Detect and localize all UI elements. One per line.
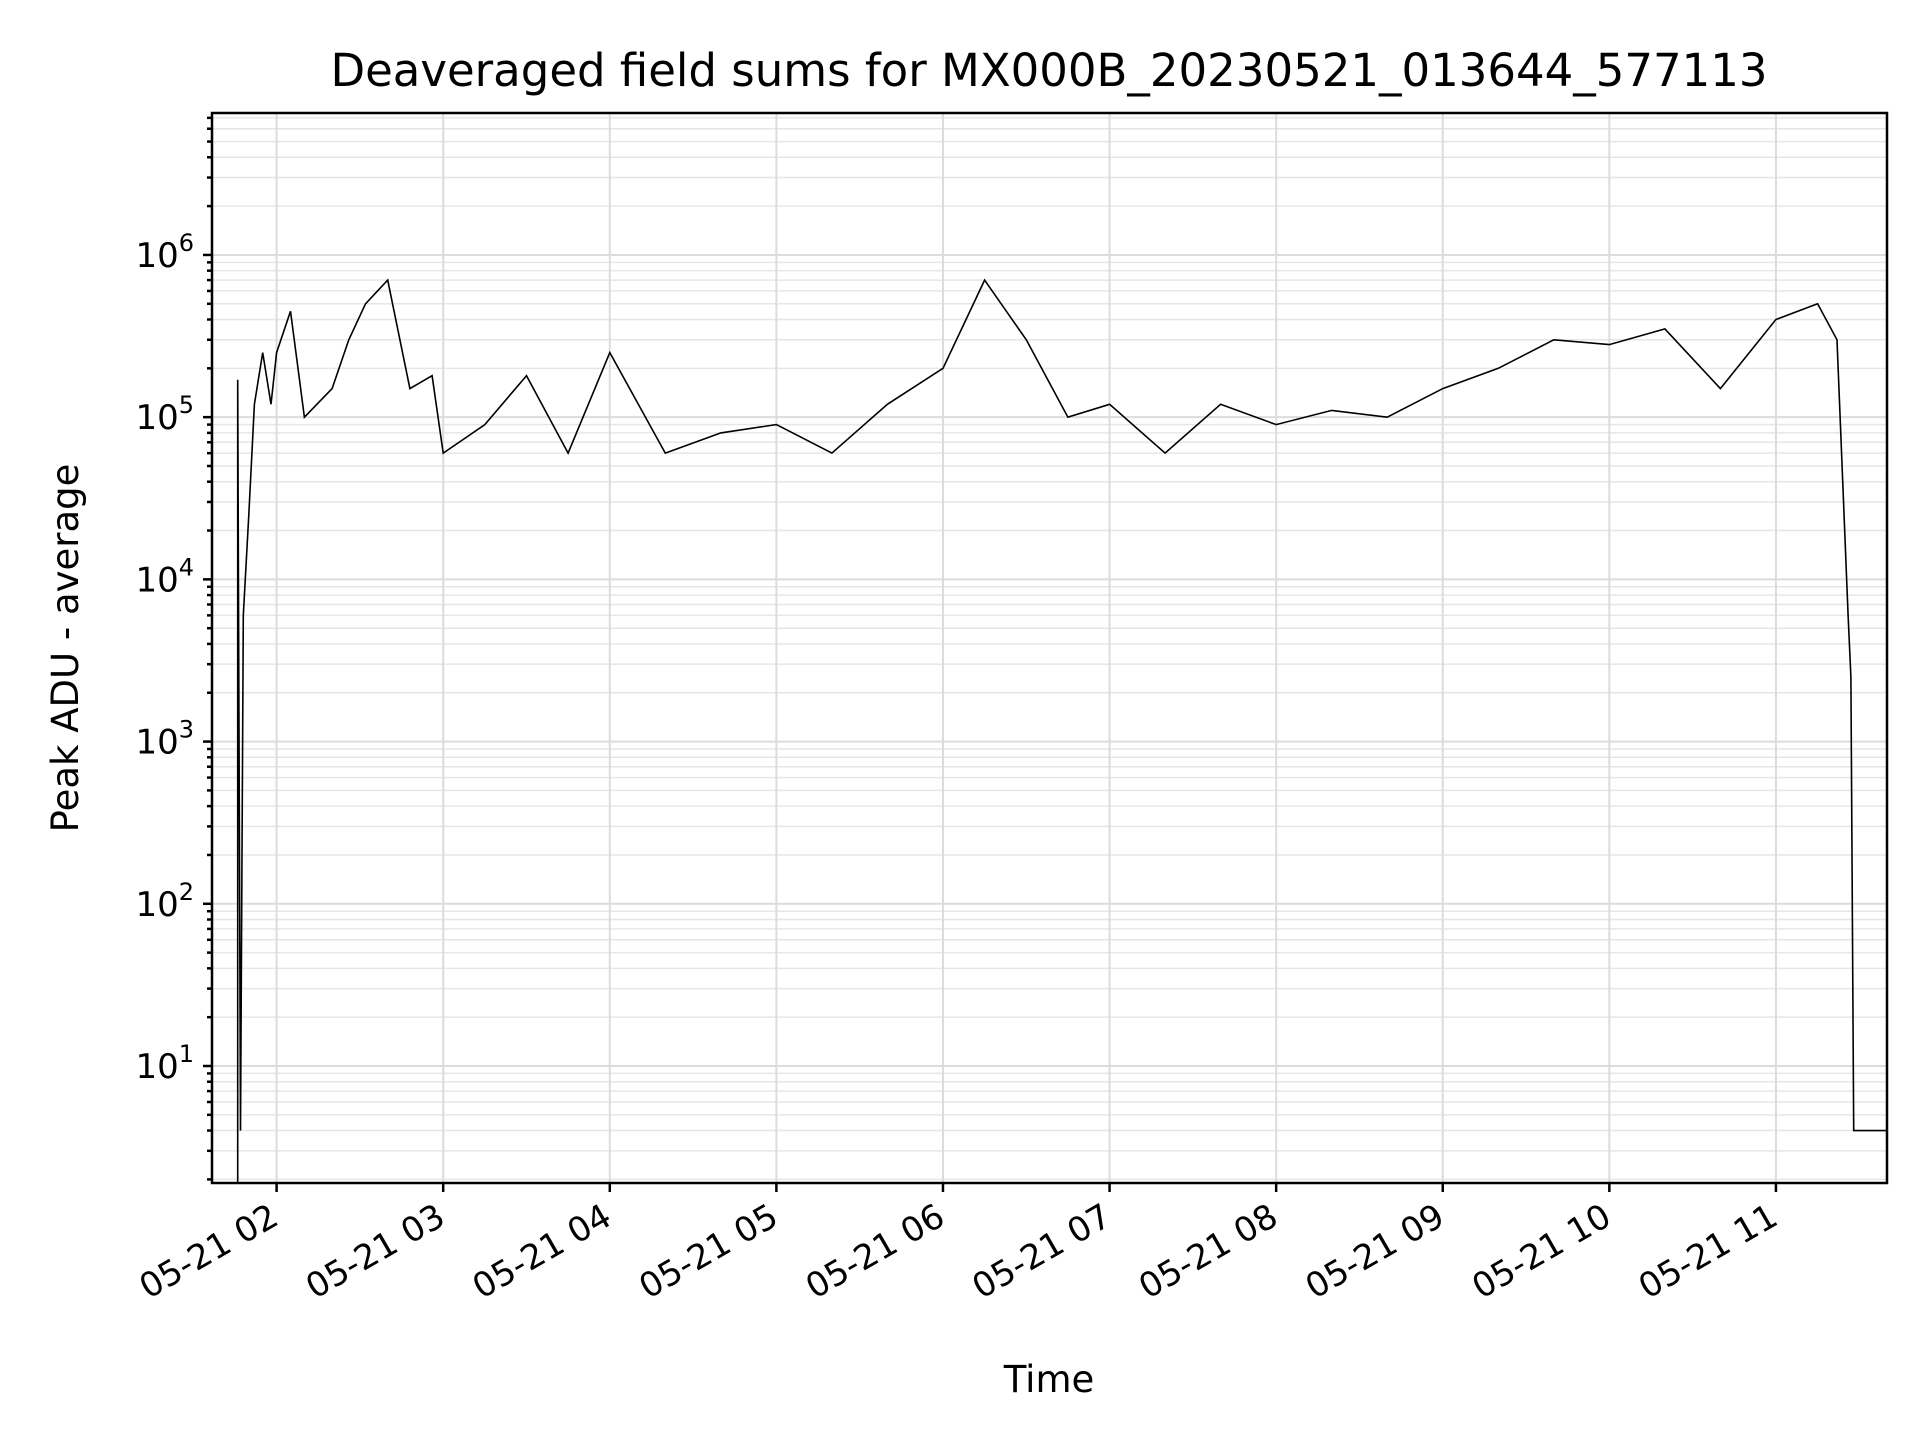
x-tick-label: 05-21 09 [1299,1196,1451,1307]
y-tick-label: 102 [135,878,194,925]
x-tick-label: 05-21 02 [133,1196,285,1307]
y-tick-label: 104 [135,553,194,600]
x-axis-label: Time [1003,1358,1095,1401]
series-layer [236,278,1887,1183]
x-tick-label: 05-21 04 [466,1196,618,1307]
plot-frame [210,111,1889,1185]
x-tick-label: 05-21 11 [1632,1196,1784,1307]
data-series-line [236,278,1887,1183]
y-axis-label: Peak ADU - average [44,464,87,833]
chart-title: Deaveraged field sums for MX000B_2023052… [330,44,1767,97]
x-tick-label: 05-21 03 [299,1196,451,1307]
x-tick-label: 05-21 08 [1132,1196,1284,1307]
x-tick-label: 05-21 07 [966,1196,1118,1307]
y-tick-label: 103 [135,716,194,763]
y-tick-label: 106 [135,229,194,276]
x-tick-label: 05-21 05 [632,1196,784,1307]
x-tick-label: 05-21 10 [1465,1196,1617,1307]
grid-layer [212,113,1887,1183]
y-tick-label: 101 [135,1040,194,1087]
y-tick-label: 105 [135,391,194,438]
x-tick-label: 05-21 06 [799,1196,951,1307]
